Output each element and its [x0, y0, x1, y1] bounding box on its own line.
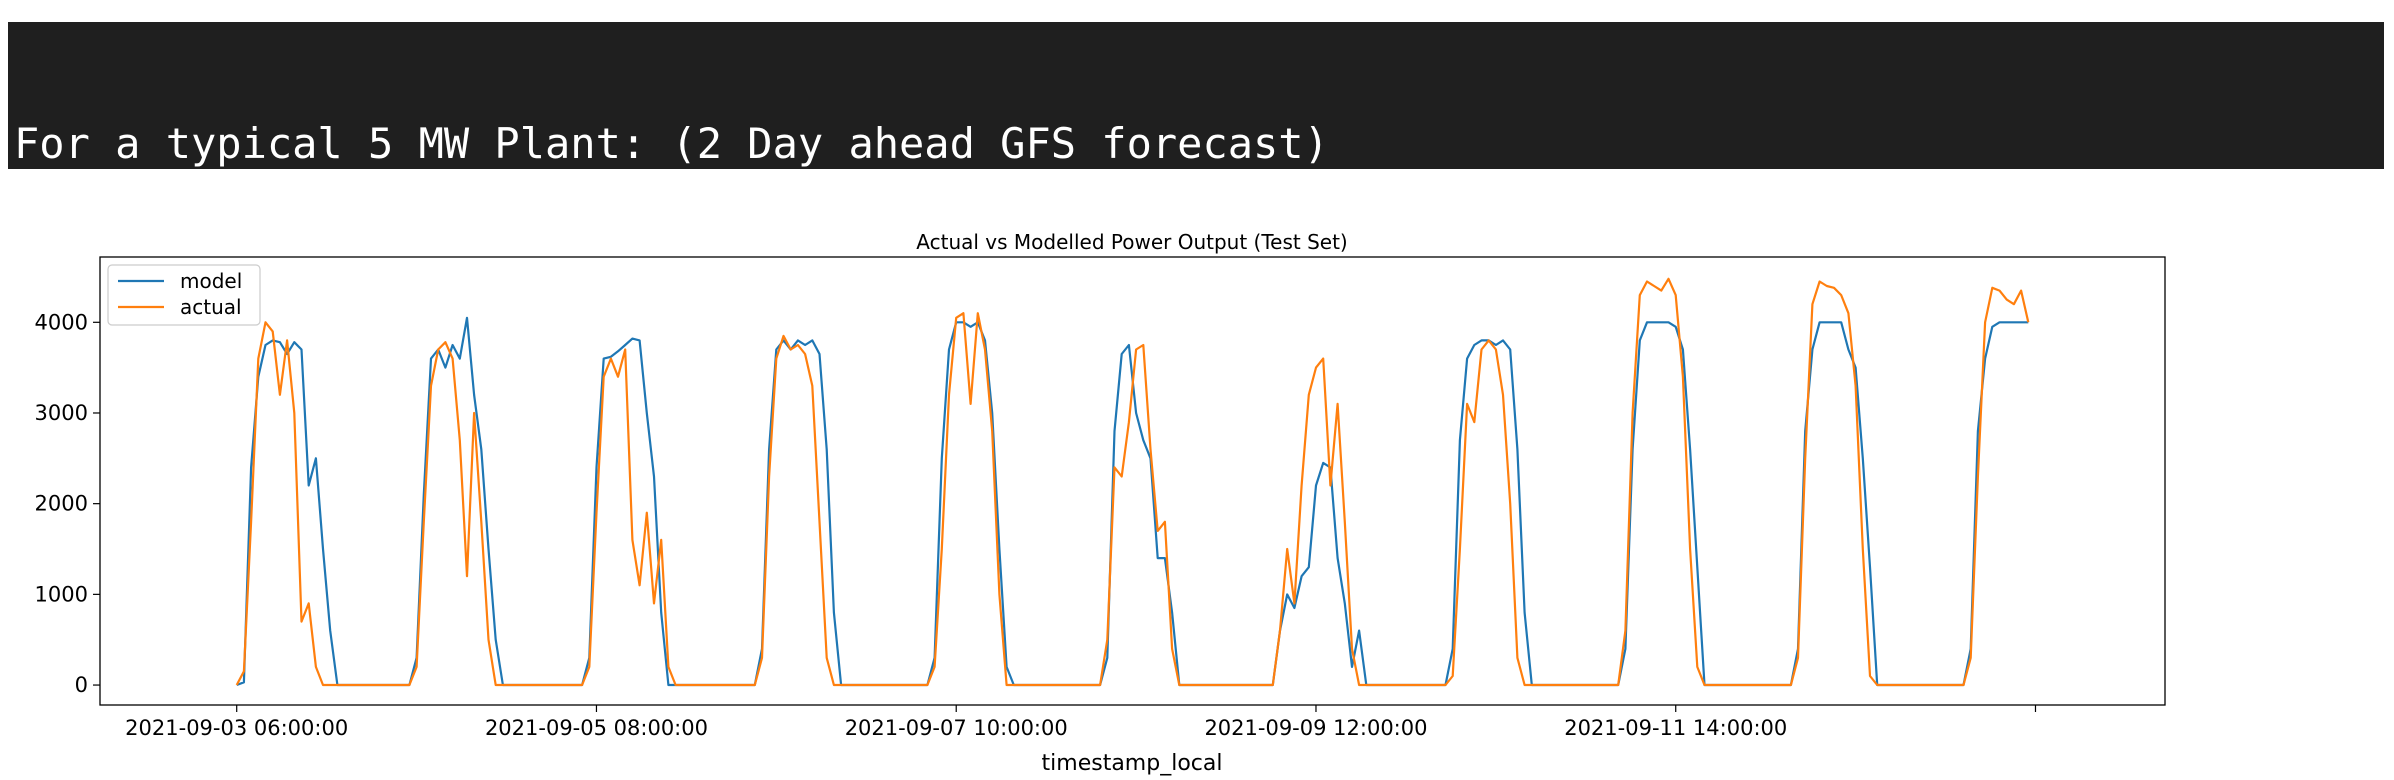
x-tick-label: 2021-09-07 10:00:00	[845, 716, 1068, 740]
y-tick-label: 4000	[35, 310, 88, 334]
series-model-line	[236, 316, 2029, 687]
y-tick-label: 2000	[35, 492, 88, 516]
plot-frame	[99, 256, 2166, 706]
y-tick-label: 3000	[35, 401, 88, 425]
power-output-chart: Actual vs Modelled Power Output (Test Se…	[35, 230, 2166, 776]
y-axis-ticks: 0 1000 2000 3000 4000	[35, 310, 100, 697]
y-tick-label: 0	[75, 673, 88, 697]
legend-model-label: model	[180, 269, 242, 293]
console-line-2: Mean Absolute Error GFS+Model - Daylight…	[14, 263, 1709, 312]
chart-title: Actual vs Modelled Power Output (Test Se…	[916, 230, 1347, 254]
x-axis-ticks: 2021-09-03 06:00:00 2021-09-05 08:00:00 20…	[125, 705, 2037, 740]
console-line-1: For a typical 5 MW Plant: (2 Day ahead G…	[14, 119, 1329, 168]
chart-legend: model actual	[107, 264, 261, 326]
x-tick-label: 2021-09-09 12:00:00	[1204, 716, 1427, 740]
x-tick-label: 2021-09-05 08:00:00	[485, 716, 708, 740]
series-actual-line	[235, 277, 2030, 687]
console-line-3: Mean Absolute % of Installed Capacity Er…	[14, 407, 1532, 456]
plot-lines	[235, 277, 2030, 687]
x-axis-label: timestamp_local	[1042, 751, 1223, 776]
x-tick-label: 2021-09-11 14:00:00	[1564, 716, 1787, 740]
legend-actual-label: actual	[180, 295, 242, 319]
console-output: For a typical 5 MW Plant: (2 Day ahead G…	[8, 22, 2384, 456]
y-tick-label: 1000	[35, 582, 88, 606]
x-tick-label: 2021-09-03 06:00:00	[125, 716, 348, 740]
